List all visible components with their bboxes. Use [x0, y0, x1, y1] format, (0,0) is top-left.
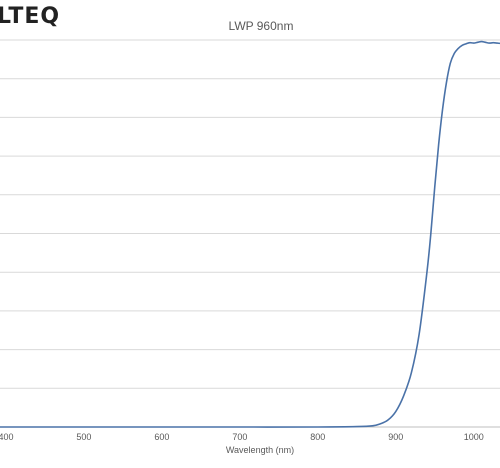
x-tick-label: 900 — [388, 432, 403, 442]
gridlines — [0, 39, 500, 428]
x-tick-label: 800 — [310, 432, 325, 442]
series-line — [0, 40, 500, 428]
x-axis-label: Wavelength (nm) — [226, 445, 294, 455]
x-tick-label: 700 — [232, 432, 247, 442]
x-tick-label: 500 — [76, 432, 91, 442]
x-tick-label: 600 — [154, 432, 169, 442]
series-group — [0, 40, 500, 428]
x-tick-label: 400 — [0, 432, 13, 442]
x-tick-label: 1000 — [464, 432, 484, 442]
x-axis-ticks: 400 500 600 700 800 900 1000 — [0, 432, 484, 442]
brand-logo: LTEQ — [0, 4, 61, 29]
chart-title: LWP 960nm — [228, 19, 294, 33]
